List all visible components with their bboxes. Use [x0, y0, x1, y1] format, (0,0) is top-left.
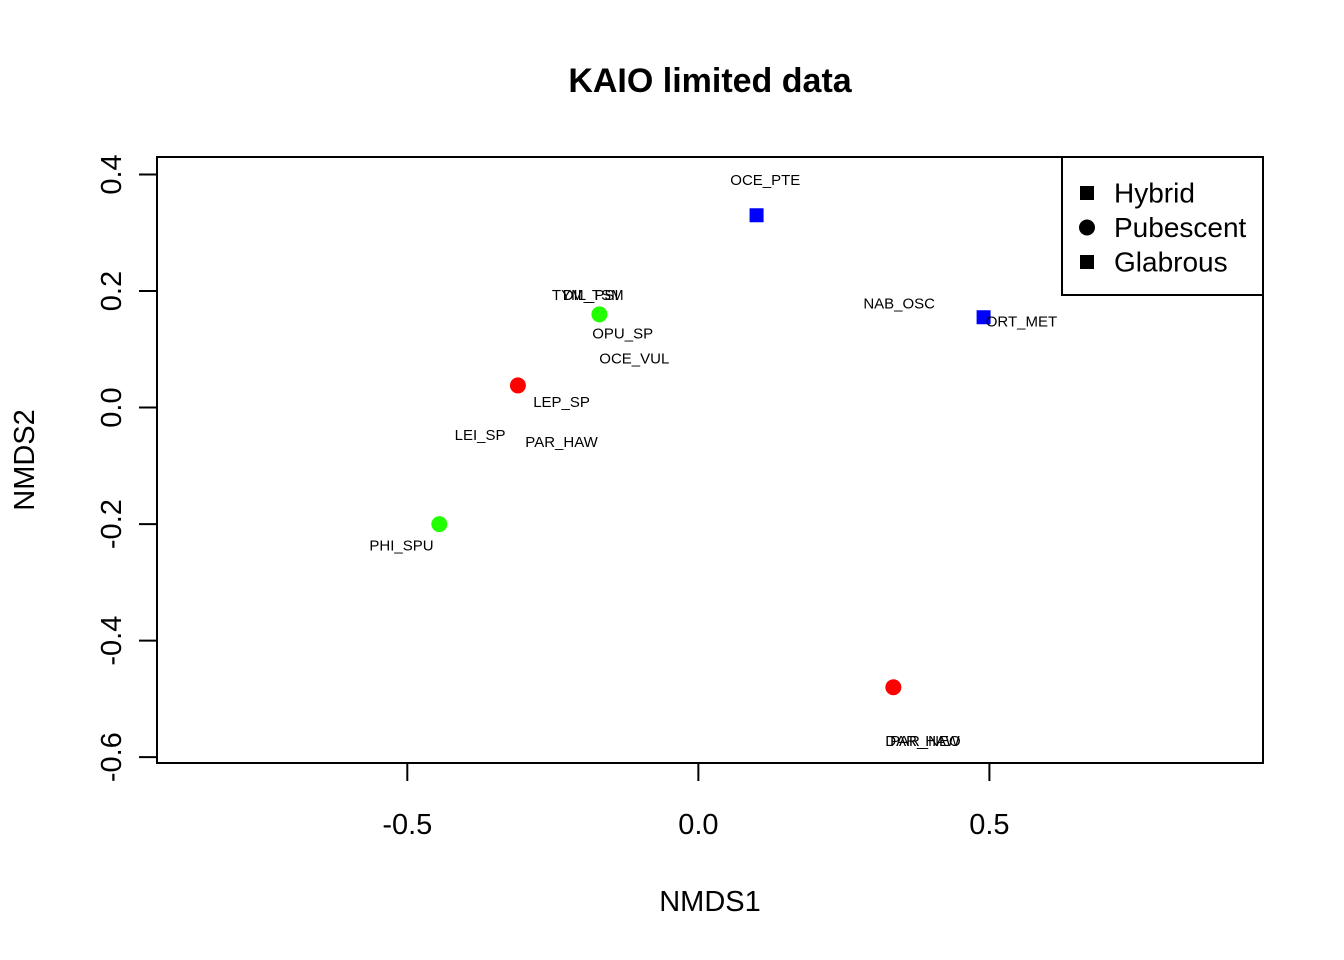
- legend-label: Pubescent: [1114, 212, 1247, 243]
- species-label: PAR_NEO: [890, 733, 961, 750]
- site-point-circle: [591, 306, 608, 323]
- y-tick-label: 0.2: [96, 271, 128, 311]
- chart-title: KAIO limited data: [568, 62, 852, 100]
- legend-label: Glabrous: [1114, 247, 1228, 278]
- species-label: NAB_OSC: [863, 295, 935, 312]
- species-label: PAR_HAW: [525, 434, 598, 451]
- y-axis-label: NMDS2: [9, 409, 41, 511]
- species-label: PHI_SPU: [369, 538, 433, 555]
- species-label: TYM_TSM: [552, 287, 624, 304]
- y-tick-label: 0.0: [96, 387, 128, 427]
- x-tick-label: 0.0: [678, 809, 718, 841]
- species-label: OCE_VUL: [599, 351, 669, 368]
- species-label: DIL_PSI: [563, 287, 619, 304]
- x-axis: -0.5 0.0 0.5: [382, 762, 1010, 841]
- species-label: OCE_PTE: [730, 172, 800, 189]
- x-tick-label: 0.5: [969, 809, 1009, 841]
- legend-label: Hybrid: [1114, 178, 1195, 209]
- site-point-circle: [431, 516, 448, 533]
- species-label: LEI_SP: [455, 427, 506, 444]
- y-tick-label: -0.6: [96, 732, 128, 782]
- site-points: [431, 208, 991, 696]
- site-point-square: [976, 310, 991, 325]
- y-tick-label: 0.4: [96, 154, 128, 194]
- legend-circle-icon: [1079, 219, 1095, 236]
- site-point-circle: [509, 377, 526, 394]
- species-label: DAR_HAW: [885, 733, 960, 750]
- x-axis-label: NMDS1: [659, 886, 761, 918]
- y-tick-label: -0.2: [96, 499, 128, 549]
- species-label: ORT_MET: [986, 313, 1057, 330]
- y-tick-label: -0.4: [96, 616, 128, 666]
- legend-square-icon: [1080, 255, 1094, 269]
- site-point-square: [749, 208, 764, 223]
- y-axis: -0.6 -0.4 -0.2 0.0 0.2 0.4: [96, 154, 158, 782]
- legend-box: [1061, 156, 1264, 296]
- species-label: LEP_SP: [533, 394, 590, 411]
- legend-square-icon: [1080, 186, 1094, 200]
- site-point-circle: [885, 679, 902, 696]
- x-tick-label: -0.5: [382, 809, 432, 841]
- species-label: OPU_SP: [592, 326, 653, 343]
